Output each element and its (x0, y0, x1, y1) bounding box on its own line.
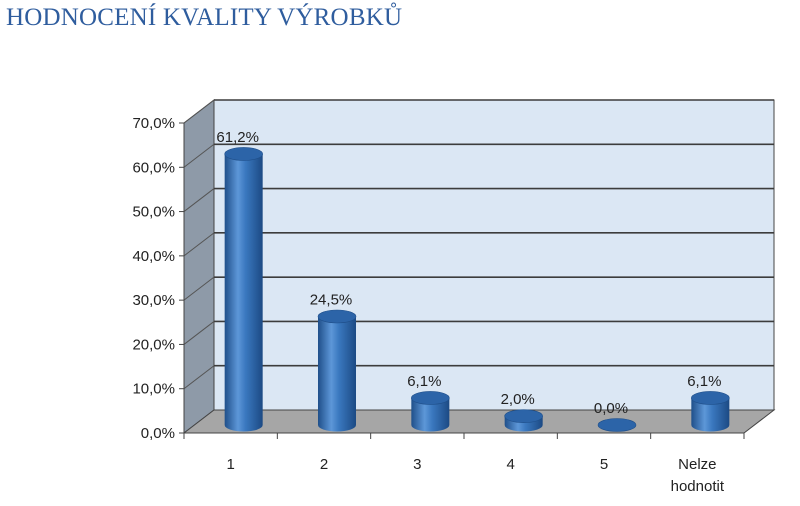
bar-top (224, 147, 263, 161)
bar-top (411, 391, 450, 405)
x-tick-label: 3 (413, 456, 421, 473)
y-tick-label: 40,0% (132, 248, 175, 265)
data-label: 0,0% (594, 400, 628, 417)
x-tick-label: Nelze hodnotit (671, 456, 725, 495)
x-tick-label: 4 (506, 456, 514, 473)
data-label: 61,2% (216, 129, 259, 146)
y-tick-label: 70,0% (132, 115, 175, 132)
x-tick-label: 1 (226, 456, 234, 473)
bar: 61,2% (216, 129, 263, 432)
bar-body (318, 316, 356, 432)
floor (182, 409, 776, 434)
data-label: 24,5% (310, 292, 353, 309)
gridline-side (183, 232, 215, 257)
bar-top (504, 409, 543, 423)
gridline-side (183, 321, 215, 345)
y-tick-label: 30,0% (132, 292, 175, 309)
page-title: HODNOCENÍ KVALITY VÝROBKŮ (6, 4, 403, 31)
bar-top (597, 418, 637, 432)
y-tick-label: 50,0% (132, 204, 175, 221)
x-tick-label: 2 (320, 456, 328, 473)
y-tick-label: 20,0% (132, 336, 175, 353)
gridline-side (183, 276, 215, 301)
back-wall (213, 99, 775, 411)
bar: 6,1% (687, 373, 730, 432)
x-tick-label: 5 (600, 456, 608, 473)
y-tick-label: 60,0% (132, 159, 175, 176)
gridline-side (183, 99, 215, 124)
bar-top (691, 391, 730, 405)
data-label: 2,0% (501, 391, 535, 408)
bar: 24,5% (310, 292, 357, 432)
bar: 2,0% (501, 391, 543, 432)
data-label: 6,1% (407, 373, 441, 390)
data-label: 6,1% (687, 373, 721, 390)
y-tick-label: 0,0% (141, 425, 175, 442)
bar-body (411, 397, 450, 432)
side-wall (183, 98, 215, 435)
gridline-side (183, 143, 215, 168)
bar: 6,1% (407, 373, 450, 432)
gridline-side (183, 188, 215, 212)
bar-body (691, 397, 730, 432)
bar-body (224, 153, 263, 432)
bar-top (317, 309, 357, 324)
y-tick-label: 10,0% (132, 381, 175, 398)
bar: 0,0% (594, 400, 637, 432)
gridline-side (183, 365, 215, 390)
